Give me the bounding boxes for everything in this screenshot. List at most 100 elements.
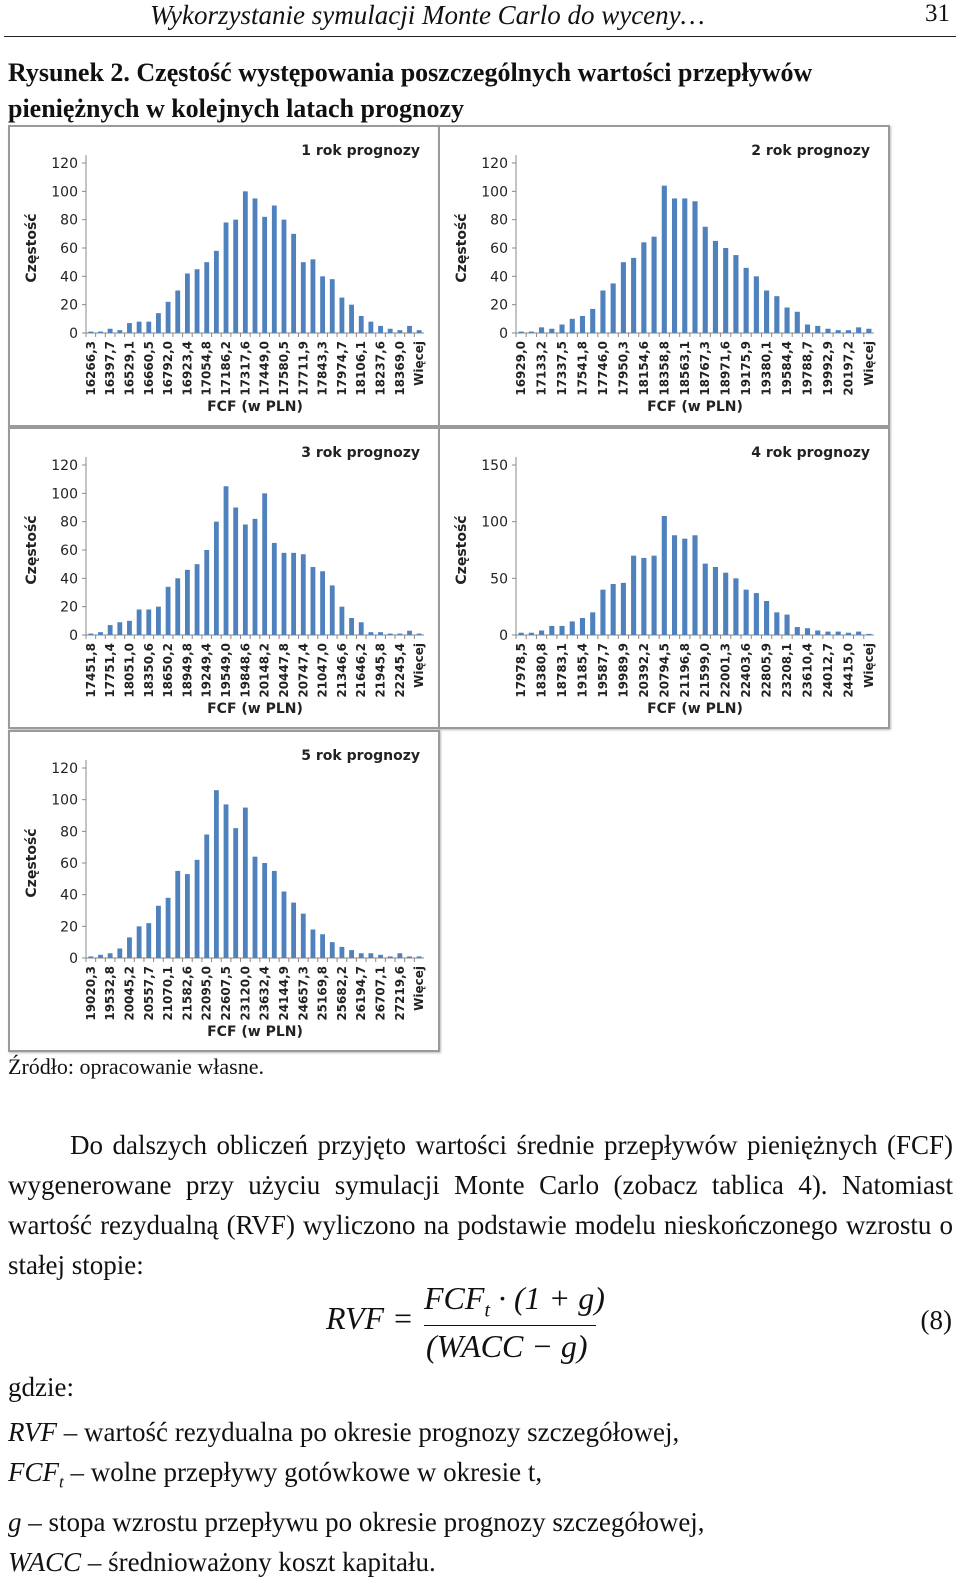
bar: [165, 897, 171, 958]
eq-numerator: FCFt · (1 + g): [424, 1280, 605, 1322]
x-tick-label: 17337,5: [555, 341, 569, 396]
bar: [136, 321, 142, 333]
page-number: 31: [925, 0, 950, 27]
x-tick-label: 17186,2: [219, 341, 233, 396]
bar: [184, 874, 190, 958]
x-tick-label: 20557,7: [142, 966, 156, 1021]
bar: [835, 330, 841, 333]
fraction-bar: [424, 1325, 596, 1326]
bar: [866, 633, 872, 635]
x-tick-label: 18783,1: [555, 643, 569, 698]
bar: [184, 569, 190, 635]
x-tick-label: 23120,0: [238, 966, 252, 1021]
x-tick-label: 19989,9: [616, 643, 630, 698]
bar: [579, 316, 586, 333]
chart-title: 3 rok prognozy: [301, 445, 420, 461]
y-tick-label: 60: [60, 856, 78, 872]
x-tick-label: 17054,8: [200, 341, 214, 396]
y-tick-label: 80: [60, 515, 78, 531]
bar: [320, 571, 326, 635]
y-tick-label: 20: [490, 298, 508, 314]
chart-panel: 5 rok prognozy Częstość FCF (w PLN) 0 20 40 60…: [8, 730, 440, 1052]
bar: [339, 606, 345, 635]
x-tick-label: 18767,3: [698, 341, 712, 396]
x-tick-label: 17541,8: [575, 341, 589, 396]
bar: [358, 622, 364, 635]
bar: [387, 328, 393, 333]
bar: [387, 633, 393, 635]
x-tick-label: 19584,4: [780, 341, 794, 396]
definition-text: – wolne przepływy gotówkowe w okresie t,: [70, 1457, 543, 1487]
x-tick-label: 18237,6: [374, 341, 388, 396]
x-tick-label: 18106,1: [354, 341, 368, 396]
bar: [702, 563, 708, 635]
bar: [407, 325, 412, 333]
figure-caption: Rysunek 2. Częstość występowania poszcze…: [8, 55, 928, 127]
term: FCF: [8, 1457, 59, 1487]
x-tick-label: Więcej: [412, 341, 426, 386]
chart-title: 4 rok prognozy: [751, 445, 870, 461]
x-tick-label: 18563,1: [678, 341, 692, 396]
x-tick-label: 19587,7: [596, 643, 610, 698]
bar: [204, 834, 210, 958]
bar: [310, 259, 316, 333]
bar: [127, 323, 132, 333]
bar: [156, 905, 161, 958]
x-tick-label: Więcej: [412, 966, 426, 1011]
chart-title: 2 rok prognozy: [751, 143, 870, 159]
bar: [671, 198, 678, 333]
definition-text: – wartość rezydualna po okresie prognozy…: [63, 1417, 680, 1447]
x-tick-label: 22805,9: [760, 643, 774, 698]
bar: [88, 956, 94, 958]
bar: [539, 630, 545, 635]
x-tick-label: 23208,1: [780, 643, 794, 698]
chart-panel: 2 rok prognozy Częstość FCF (w PLN) 0 20 40 60…: [438, 125, 890, 427]
bar: [600, 290, 606, 333]
x-axis-title: FCF (w PLN): [207, 399, 303, 415]
x-tick-label: 27219,6: [393, 966, 407, 1021]
bar: [233, 828, 239, 958]
bar: [569, 621, 575, 635]
eq-num-rest: · (1 + g): [498, 1280, 605, 1316]
x-tick-label: 17751,4: [103, 643, 117, 698]
bar: [387, 956, 393, 958]
x-tick-label: 16929,0: [514, 341, 528, 396]
bar: [310, 567, 316, 635]
bar: [262, 493, 268, 635]
x-tick-label: 19788,7: [801, 341, 815, 396]
bar: [682, 538, 688, 635]
y-tick-label: 80: [60, 824, 78, 840]
bar: [559, 625, 565, 635]
x-tick-label: 21646,2: [354, 643, 368, 698]
bar: [252, 198, 258, 333]
chart: 4 rok prognozy Częstość FCF (w PLN) 0 50 100 1…: [454, 445, 876, 717]
y-tick-label: 20: [60, 600, 78, 616]
chart-title: 1 rok prognozy: [301, 143, 420, 159]
bar: [165, 301, 171, 333]
x-tick-label: 21945,8: [374, 643, 388, 698]
bar: [610, 283, 616, 333]
bar: [620, 262, 626, 333]
bar: [146, 609, 152, 635]
bar: [579, 618, 586, 635]
bar: [856, 631, 862, 635]
bar: [416, 956, 422, 958]
bar: [845, 330, 851, 333]
y-tick-label: 100: [481, 515, 508, 531]
chart: 5 rok prognozy Częstość FCF (w PLN) 0 20 40 60…: [24, 748, 426, 1040]
x-tick-label: 20197,2: [841, 341, 855, 396]
bar: [397, 953, 403, 958]
x-tick-label: 19992,9: [821, 341, 835, 396]
bar: [88, 633, 94, 635]
bar: [804, 628, 811, 635]
bar: [98, 632, 103, 635]
bar: [378, 632, 383, 635]
bar: [310, 929, 316, 958]
bar: [136, 926, 142, 958]
x-tick-label: 18350,6: [142, 643, 156, 698]
bar: [156, 313, 161, 333]
y-tick-label: 60: [60, 241, 78, 257]
bar: [692, 535, 698, 635]
bar: [416, 633, 422, 635]
eq-number: (8): [920, 1305, 952, 1335]
